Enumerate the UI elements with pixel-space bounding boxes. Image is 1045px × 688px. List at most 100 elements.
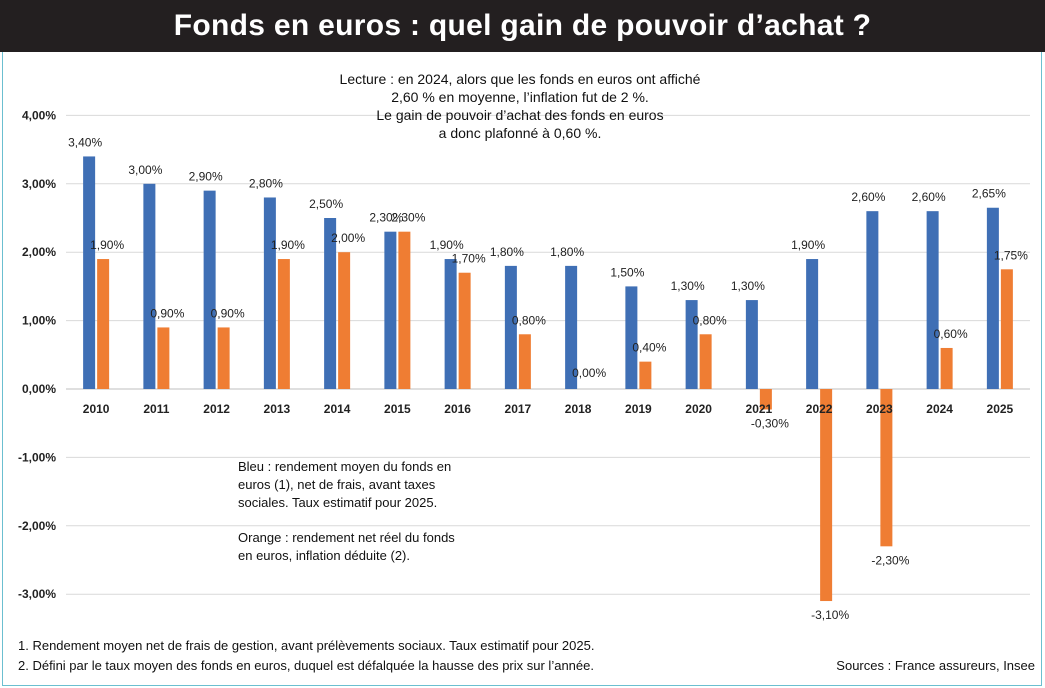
data-label-blue: 2,65% bbox=[972, 187, 1006, 201]
x-tick-label: 2025 bbox=[987, 402, 1014, 416]
reading-note-line: Lecture : en 2024, alors que les fonds e… bbox=[339, 71, 701, 87]
x-tick-label: 2016 bbox=[444, 402, 471, 416]
bar-orange bbox=[518, 334, 531, 389]
y-tick-label: 2,00% bbox=[22, 245, 56, 259]
x-axis-ticks: 2010 2011 2012 2013 2014 2015 2016 2017 2018 2019… bbox=[83, 402, 1014, 416]
legend-note: Bleu : rendement moyen du fonds en euros… bbox=[238, 458, 468, 582]
data-label-orange: -3,10% bbox=[811, 608, 849, 622]
bar-blue bbox=[143, 183, 156, 389]
data-label-blue: 3,40% bbox=[68, 135, 102, 149]
x-tick-label: 2023 bbox=[866, 402, 893, 416]
bar-orange bbox=[398, 231, 411, 389]
bar-orange bbox=[759, 389, 772, 410]
data-label-orange: -0,30% bbox=[751, 417, 789, 431]
data-label-blue: 2,60% bbox=[912, 190, 946, 204]
x-tick-label: 2018 bbox=[565, 402, 592, 416]
legend-blue-text: Bleu : rendement moyen du fonds en euros… bbox=[238, 459, 452, 510]
data-label-orange: 2,00% bbox=[331, 231, 365, 245]
data-label-orange: 1,75% bbox=[994, 248, 1028, 262]
data-label-blue: 1,50% bbox=[610, 265, 644, 279]
x-tick-label: 2022 bbox=[806, 402, 833, 416]
x-tick-label: 2010 bbox=[83, 402, 110, 416]
y-tick-label: 3,00% bbox=[22, 177, 56, 191]
reading-note-line: 2,60 % en moyenne, l’inflation fut de 2 … bbox=[391, 89, 649, 105]
bar-blue bbox=[625, 286, 638, 389]
data-label-blue: 3,00% bbox=[128, 163, 162, 177]
bar-blue bbox=[263, 197, 276, 389]
bar-blue bbox=[866, 211, 879, 389]
bar-orange bbox=[1000, 269, 1013, 389]
data-label-blue: 1,80% bbox=[550, 245, 584, 259]
data-label-blue: 1,30% bbox=[731, 279, 765, 293]
data-label-blue: 1,90% bbox=[430, 238, 464, 252]
data-labels: 3,40% 1,90% 3,00% 0,90% 2,90% 0,90% 2,80% 1,90%… bbox=[68, 135, 1028, 622]
bar-blue bbox=[986, 207, 999, 389]
bar-orange bbox=[277, 259, 290, 389]
x-tick-label: 2017 bbox=[505, 402, 532, 416]
bar-orange bbox=[880, 389, 893, 547]
x-tick-label: 2013 bbox=[264, 402, 291, 416]
footnote-2: 2. Défini par le taux moyen des fonds en… bbox=[18, 658, 594, 673]
data-label-orange: 1,90% bbox=[271, 238, 305, 252]
reading-note-line: a donc plafonné à 0,60 %. bbox=[438, 125, 602, 141]
data-label-orange: 0,80% bbox=[512, 313, 546, 327]
data-label-orange: 1,90% bbox=[90, 238, 124, 252]
sources: Sources : France assureurs, Insee bbox=[836, 658, 1035, 673]
data-label-orange: 0,90% bbox=[150, 306, 184, 320]
data-label-orange: 2,30% bbox=[391, 211, 425, 225]
legend-orange-text: Orange : rendement net réel du fonds en … bbox=[238, 530, 455, 563]
bar-blue bbox=[83, 156, 96, 389]
data-label-orange: 0,60% bbox=[934, 327, 968, 341]
reading-note-line: Le gain de pouvoir d’achat des fonds en … bbox=[376, 107, 664, 123]
bar-blue bbox=[324, 218, 337, 389]
bar-orange bbox=[940, 347, 953, 389]
y-tick-label: 4,00% bbox=[22, 108, 56, 122]
x-tick-label: 2019 bbox=[625, 402, 652, 416]
y-tick-label: 0,00% bbox=[22, 382, 56, 396]
bar-blue bbox=[504, 265, 517, 389]
bar-blue bbox=[203, 190, 216, 389]
bar-blue bbox=[685, 300, 698, 389]
y-axis-ticks: 4,00% 3,00% 2,00% 1,00% 0,00% -1,00% -2,00% -3,… bbox=[18, 108, 56, 601]
chart-panel bbox=[2, 52, 1042, 686]
bar-blue bbox=[444, 259, 457, 389]
bar-blue bbox=[565, 265, 578, 389]
bar-orange bbox=[157, 327, 170, 389]
data-label-orange: 0,90% bbox=[211, 306, 245, 320]
data-label-blue: 2,60% bbox=[851, 190, 885, 204]
bar-orange bbox=[820, 389, 833, 602]
data-label-blue: 2,50% bbox=[309, 197, 343, 211]
data-label-blue: 1,90% bbox=[791, 238, 825, 252]
bar-orange bbox=[217, 327, 230, 389]
y-tick-label: 1,00% bbox=[22, 314, 56, 328]
y-tick-label: -2,00% bbox=[18, 519, 56, 533]
data-label-orange: 0,40% bbox=[632, 341, 666, 355]
data-label-orange: 0,80% bbox=[693, 313, 727, 327]
data-label-blue: 2,80% bbox=[249, 176, 283, 190]
x-tick-label: 2011 bbox=[143, 402, 169, 416]
bar-blue bbox=[806, 259, 819, 389]
x-tick-label: 2021 bbox=[746, 402, 773, 416]
bar-orange bbox=[699, 334, 712, 389]
x-tick-label: 2015 bbox=[384, 402, 411, 416]
bars bbox=[83, 156, 1013, 602]
bar-orange bbox=[639, 361, 652, 389]
bar-orange bbox=[458, 272, 471, 389]
y-tick-label: -1,00% bbox=[18, 450, 56, 464]
data-label-orange: 0,00% bbox=[572, 366, 606, 380]
y-tick-label: -3,00% bbox=[18, 587, 56, 601]
data-label-blue: 2,90% bbox=[189, 170, 223, 184]
bar-blue bbox=[745, 300, 758, 389]
x-tick-label: 2014 bbox=[324, 402, 351, 416]
bar-orange bbox=[97, 259, 110, 389]
x-tick-label: 2024 bbox=[926, 402, 953, 416]
data-label-orange: 1,70% bbox=[452, 252, 486, 266]
bar-blue bbox=[926, 211, 939, 389]
x-tick-label: 2012 bbox=[203, 402, 230, 416]
footnotes: 1. Rendement moyen net de frais de gesti… bbox=[18, 636, 594, 676]
data-label-blue: 2,30% bbox=[369, 211, 403, 225]
reading-note: Lecture : en 2024, alors que les fonds e… bbox=[280, 70, 760, 142]
footnote-1: 1. Rendement moyen net de frais de gesti… bbox=[18, 638, 595, 653]
